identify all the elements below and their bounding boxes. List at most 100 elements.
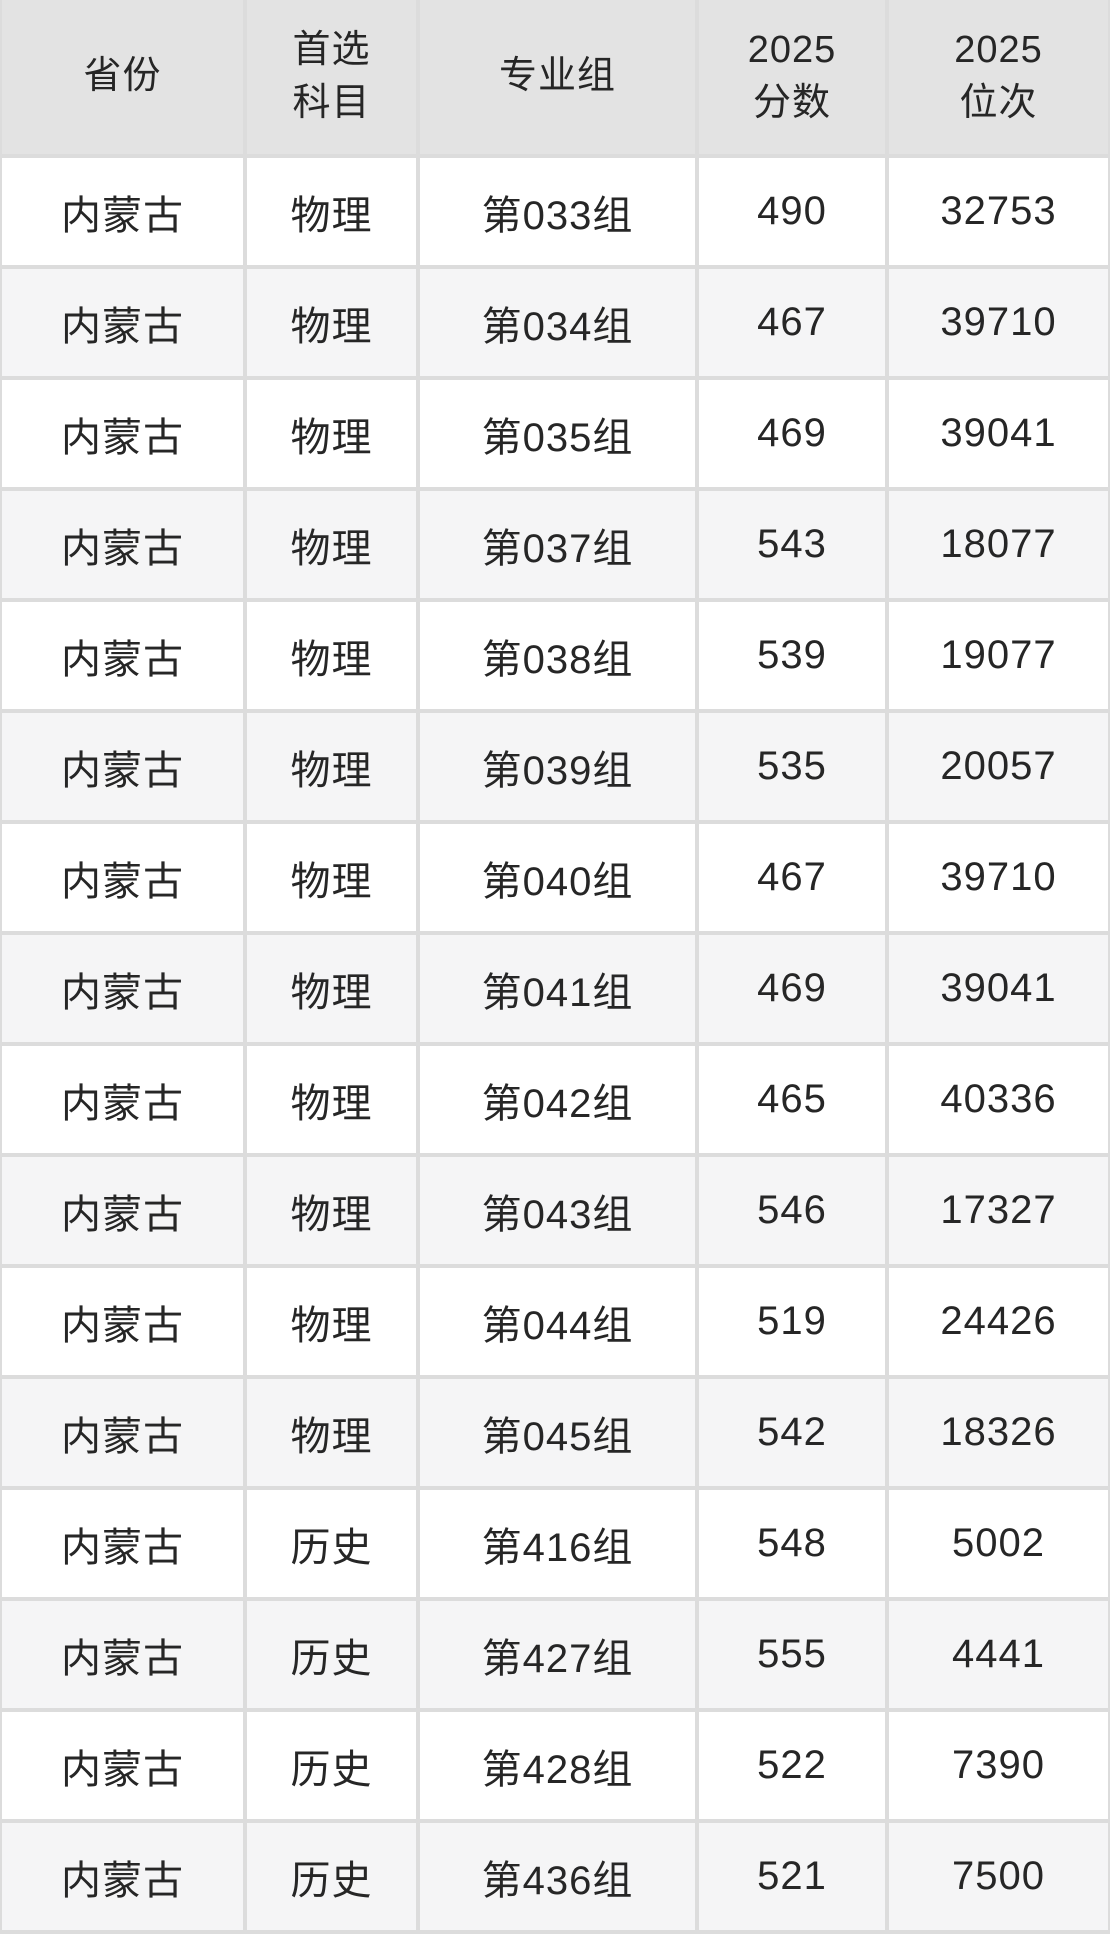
cell-group: 第042组	[420, 1046, 695, 1153]
table-row: 内蒙古 物理 第043组 546 17327	[2, 1157, 1108, 1264]
header-cell-rank: 2025 位次	[889, 0, 1108, 154]
cell-score: 521	[699, 1823, 885, 1930]
cell-province: 内蒙古	[2, 935, 243, 1042]
cell-subject: 历史	[247, 1823, 416, 1930]
header-cell-score: 2025 分数	[699, 0, 885, 154]
cell-rank: 39710	[889, 269, 1108, 376]
table-row: 内蒙古 历史 第416组 548 5002	[2, 1490, 1108, 1597]
cell-rank: 7390	[889, 1712, 1108, 1819]
cell-subject: 物理	[247, 713, 416, 820]
cell-province: 内蒙古	[2, 1268, 243, 1375]
table-body: 内蒙古 物理 第033组 490 32753 内蒙古 物理 第034组 467 …	[2, 158, 1108, 1930]
cell-score: 555	[699, 1601, 885, 1708]
cell-province: 内蒙古	[2, 1379, 243, 1486]
cell-rank: 4441	[889, 1601, 1108, 1708]
cell-group: 第041组	[420, 935, 695, 1042]
table-row: 内蒙古 物理 第045组 542 18326	[2, 1379, 1108, 1486]
cell-subject: 历史	[247, 1712, 416, 1819]
table-row: 内蒙古 物理 第037组 543 18077	[2, 491, 1108, 598]
cell-score: 546	[699, 1157, 885, 1264]
table-header-row: 省份 首选 科目 专业组 2025 分数 2025 位次	[2, 0, 1108, 154]
cell-subject: 物理	[247, 824, 416, 931]
cell-rank: 20057	[889, 713, 1108, 820]
cell-province: 内蒙古	[2, 491, 243, 598]
cell-group: 第044组	[420, 1268, 695, 1375]
table-row: 内蒙古 物理 第038组 539 19077	[2, 602, 1108, 709]
cell-rank: 18326	[889, 1379, 1108, 1486]
cell-subject: 物理	[247, 491, 416, 598]
cell-subject: 物理	[247, 158, 416, 265]
cell-rank: 40336	[889, 1046, 1108, 1153]
table-row: 内蒙古 物理 第042组 465 40336	[2, 1046, 1108, 1153]
cell-score: 519	[699, 1268, 885, 1375]
cell-group: 第039组	[420, 713, 695, 820]
table-row: 内蒙古 历史 第436组 521 7500	[2, 1823, 1108, 1930]
cell-subject: 历史	[247, 1490, 416, 1597]
table-row: 内蒙古 物理 第039组 535 20057	[2, 713, 1108, 820]
cell-province: 内蒙古	[2, 380, 243, 487]
cell-score: 522	[699, 1712, 885, 1819]
cell-subject: 物理	[247, 380, 416, 487]
cell-subject: 物理	[247, 602, 416, 709]
cell-province: 内蒙古	[2, 824, 243, 931]
cell-province: 内蒙古	[2, 1157, 243, 1264]
cell-group: 第045组	[420, 1379, 695, 1486]
cell-province: 内蒙古	[2, 1046, 243, 1153]
table-row: 内蒙古 物理 第041组 469 39041	[2, 935, 1108, 1042]
cell-group: 第043组	[420, 1157, 695, 1264]
cell-group: 第034组	[420, 269, 695, 376]
cell-rank: 5002	[889, 1490, 1108, 1597]
header-cell-group: 专业组	[420, 0, 695, 154]
cell-score: 469	[699, 935, 885, 1042]
cell-province: 内蒙古	[2, 1490, 243, 1597]
table-row: 内蒙古 物理 第033组 490 32753	[2, 158, 1108, 265]
header-cell-subject: 首选 科目	[247, 0, 416, 154]
cell-group: 第427组	[420, 1601, 695, 1708]
cell-group: 第428组	[420, 1712, 695, 1819]
cell-score: 490	[699, 158, 885, 265]
cell-subject: 物理	[247, 269, 416, 376]
cell-province: 内蒙古	[2, 1712, 243, 1819]
cell-rank: 32753	[889, 158, 1108, 265]
table-row: 内蒙古 物理 第035组 469 39041	[2, 380, 1108, 487]
cell-score: 542	[699, 1379, 885, 1486]
cell-subject: 物理	[247, 1379, 416, 1486]
cell-score: 467	[699, 269, 885, 376]
table-row: 内蒙古 物理 第044组 519 24426	[2, 1268, 1108, 1375]
cell-group: 第035组	[420, 380, 695, 487]
cell-rank: 24426	[889, 1268, 1108, 1375]
cell-score: 469	[699, 380, 885, 487]
cell-group: 第040组	[420, 824, 695, 931]
cell-group: 第033组	[420, 158, 695, 265]
cell-score: 535	[699, 713, 885, 820]
cell-subject: 物理	[247, 935, 416, 1042]
cell-group: 第038组	[420, 602, 695, 709]
cell-rank: 39710	[889, 824, 1108, 931]
cell-rank: 19077	[889, 602, 1108, 709]
cell-rank: 39041	[889, 935, 1108, 1042]
cell-group: 第416组	[420, 1490, 695, 1597]
table-row: 内蒙古 物理 第034组 467 39710	[2, 269, 1108, 376]
cell-score: 548	[699, 1490, 885, 1597]
cell-province: 内蒙古	[2, 713, 243, 820]
table-row: 内蒙古 历史 第427组 555 4441	[2, 1601, 1108, 1708]
cell-rank: 7500	[889, 1823, 1108, 1930]
cell-rank: 39041	[889, 380, 1108, 487]
cell-rank: 17327	[889, 1157, 1108, 1264]
cell-subject: 物理	[247, 1046, 416, 1153]
cell-rank: 18077	[889, 491, 1108, 598]
table-row: 内蒙古 物理 第040组 467 39710	[2, 824, 1108, 931]
cell-subject: 历史	[247, 1601, 416, 1708]
cell-province: 内蒙古	[2, 269, 243, 376]
header-cell-province: 省份	[2, 0, 243, 154]
cell-score: 543	[699, 491, 885, 598]
cell-score: 539	[699, 602, 885, 709]
cell-province: 内蒙古	[2, 1823, 243, 1930]
cell-score: 465	[699, 1046, 885, 1153]
table-row: 内蒙古 历史 第428组 522 7390	[2, 1712, 1108, 1819]
cell-province: 内蒙古	[2, 602, 243, 709]
cell-group: 第436组	[420, 1823, 695, 1930]
cell-province: 内蒙古	[2, 158, 243, 265]
cell-group: 第037组	[420, 491, 695, 598]
